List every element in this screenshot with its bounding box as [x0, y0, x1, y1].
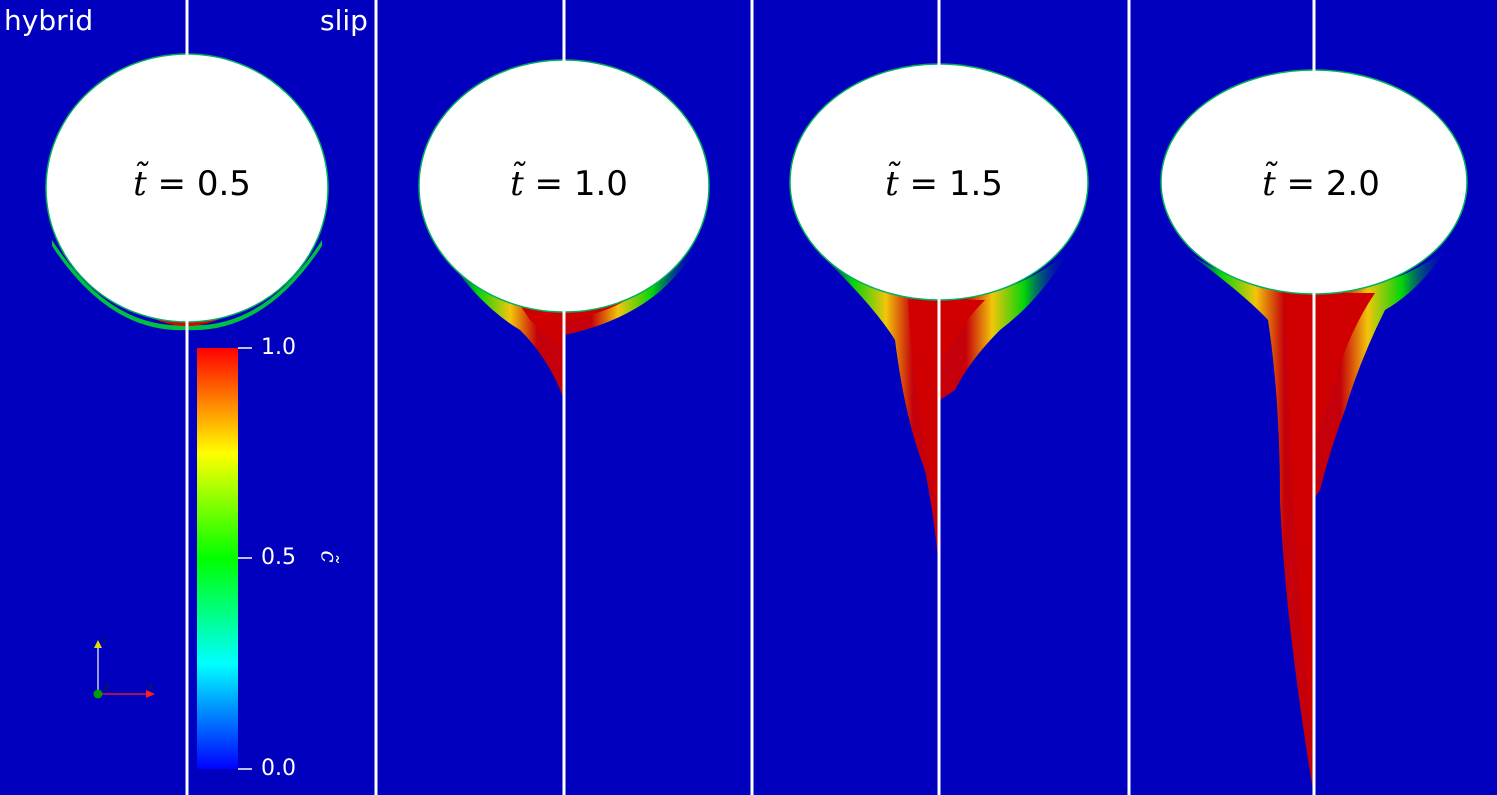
colorbar: [197, 348, 238, 769]
plume-right: [940, 250, 1070, 400]
panel-dividers: [374, 0, 1131, 795]
plume-left: [1170, 240, 1313, 790]
time-label-4: t̃ = 2.0: [1201, 164, 1441, 204]
time-label-1: t̃ = 0.5: [72, 164, 312, 204]
time-equals: =: [146, 164, 197, 204]
xyz-orientation-axes-icon: Y X Z: [93, 637, 155, 699]
plume-right-core: [1313, 293, 1375, 440]
time-equals: =: [523, 164, 574, 204]
colorbar-ticks: [238, 347, 252, 770]
plume-left-core: [520, 305, 564, 345]
colorbar-tick-label-min: 0.0: [261, 756, 296, 781]
time-label-2: t̃ = 1.0: [449, 164, 689, 204]
plume-right-core: [940, 300, 985, 360]
time-value: 0.5: [196, 164, 251, 204]
slip-label: slip: [320, 4, 368, 37]
time-equals: =: [898, 164, 949, 204]
symmetry-axes: [185, 0, 1316, 795]
plume-left-core: [1285, 293, 1313, 740]
colorbar-tick-label-mid: 0.5: [261, 545, 296, 570]
plume-left-core: [908, 300, 940, 520]
colorbar-tick-label-max: 1.0: [261, 335, 296, 360]
colorbar-title: c̃: [315, 550, 341, 563]
time-value: 1.0: [573, 164, 628, 204]
time-value: 1.5: [948, 164, 1003, 204]
svg-text:Z: Z: [104, 683, 110, 692]
time-symbol: t̃: [133, 164, 147, 204]
time-symbol: t̃: [885, 164, 899, 204]
svg-text:X: X: [148, 683, 154, 692]
time-label-3: t̃ = 1.5: [824, 164, 1064, 204]
hybrid-label: hybrid: [4, 4, 94, 37]
svg-text:Y: Y: [101, 637, 107, 646]
time-symbol: t̃: [510, 164, 524, 204]
time-equals: =: [1275, 164, 1326, 204]
time-value: 2.0: [1325, 164, 1380, 204]
plume-left: [805, 240, 940, 580]
time-symbol: t̃: [1262, 164, 1276, 204]
